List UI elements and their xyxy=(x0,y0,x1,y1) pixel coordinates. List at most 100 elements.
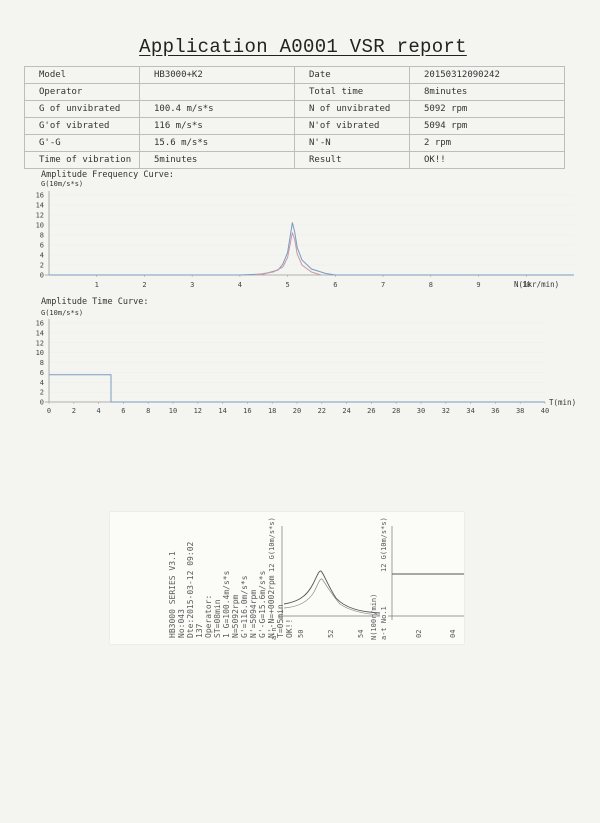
y-tick-label: 16 xyxy=(36,320,44,328)
info-value: 8minutes xyxy=(409,83,565,101)
x-tick-label: 2 xyxy=(142,281,146,289)
info-label: G of unvibrated xyxy=(24,100,140,118)
y-tick-label: 8 xyxy=(40,232,44,240)
freq-chart-title: Amplitude Frequency Curve: xyxy=(41,170,175,180)
y-tick-label: 14 xyxy=(36,329,44,337)
receipt-g1-ylabel: 12 G(10m/s*s) xyxy=(268,517,276,572)
receipt-g1-xlabel: N(100r/min) xyxy=(370,594,378,640)
y-tick-label: 10 xyxy=(36,349,44,357)
y-tick-label: 10 xyxy=(36,222,44,230)
receipt-g1-tick: 52 xyxy=(327,630,335,638)
y-tick-label: 2 xyxy=(40,262,44,270)
info-row: G of unvibrated 100.4 m/s*s N of unvibrate… xyxy=(24,100,565,118)
info-value: 20150312090242 xyxy=(409,66,565,84)
info-value: 15.6 m/s*s xyxy=(139,134,295,152)
y-tick-label: 14 xyxy=(36,202,44,210)
x-tick-label: 8 xyxy=(146,407,150,415)
x-tick-label: 6 xyxy=(121,407,125,415)
info-value: 5minutes xyxy=(139,151,295,169)
freq-chart-ylabel: G(10m/s*s) xyxy=(41,180,84,188)
x-tick-label: 4 xyxy=(96,407,100,415)
x-tick-label: 34 xyxy=(466,407,474,415)
info-label: Total time xyxy=(294,83,410,101)
info-value: HB3000+K2 xyxy=(139,66,295,84)
series-line xyxy=(49,374,545,403)
time-chart-title: Amplitude Time Curve: xyxy=(41,297,149,307)
x-tick-label: 18 xyxy=(268,407,276,415)
info-label: Operator xyxy=(24,83,140,101)
receipt-g1-tick: 54 xyxy=(357,630,365,638)
x-tick-label: 16 xyxy=(243,407,251,415)
x-tick-label: 14 xyxy=(218,407,226,415)
info-label: N'of vibrated xyxy=(294,117,410,135)
y-tick-label: 4 xyxy=(40,252,44,260)
info-label: N of unvibrated xyxy=(294,100,410,118)
x-tick-label: 28 xyxy=(392,407,400,415)
x-tick-label: 0 xyxy=(47,407,51,415)
receipt-curve xyxy=(283,570,381,614)
series-line xyxy=(49,222,574,276)
report-info-table: Model HB3000+K2 Date 20150312090242 Operator… xyxy=(24,66,565,169)
info-label: G'-G xyxy=(24,134,140,152)
printer-receipt: HB3000 SERIES V3.1 No:043 Dte:2015-03-12 0… xyxy=(110,512,464,644)
x-tick-label: 38 xyxy=(516,407,524,415)
y-tick-label: 12 xyxy=(36,339,44,347)
x-tick-label: 8 xyxy=(429,281,433,289)
x-tick-label: 3 xyxy=(190,281,194,289)
x-tick-label: 4 xyxy=(238,281,242,289)
x-tick-label: 1 xyxy=(95,281,99,289)
y-tick-label: 2 xyxy=(40,389,44,397)
x-tick-label: 7 xyxy=(381,281,385,289)
receipt-g2-tick: 02 xyxy=(415,630,423,638)
x-tick-label: 20 xyxy=(293,407,301,415)
x-tick-label: 32 xyxy=(442,407,450,415)
receipt-curve xyxy=(283,578,381,616)
series-line xyxy=(254,232,322,276)
info-row: Time of vibration 5minutes Result OK!! xyxy=(24,151,565,169)
x-tick-label: 40 xyxy=(541,407,549,415)
info-label: N'-N xyxy=(294,134,410,152)
y-tick-label: 12 xyxy=(36,212,44,220)
info-label: Date xyxy=(294,66,410,84)
freq-chart-xlabel: N(1kr/min) xyxy=(514,280,560,289)
receipt-g2-label: a-t No.1 xyxy=(380,606,388,640)
x-tick-label: 22 xyxy=(318,407,326,415)
info-value: OK!! xyxy=(409,151,565,169)
info-value: 5094 rpm xyxy=(409,117,565,135)
receipt-g1-tick: 50 xyxy=(297,630,305,638)
time-chart-xlabel: T(min) xyxy=(549,398,577,407)
y-tick-label: 16 xyxy=(36,192,44,200)
y-tick-label: 4 xyxy=(40,379,44,387)
info-value: 116 m/s*s xyxy=(139,117,295,135)
receipt-g1-an: a-n xyxy=(270,627,278,640)
y-tick-label: 0 xyxy=(40,399,44,407)
info-label: Result xyxy=(294,151,410,169)
x-tick-label: 5 xyxy=(286,281,290,289)
y-tick-label: 8 xyxy=(40,359,44,367)
x-tick-label: 24 xyxy=(342,407,350,415)
info-row: Model HB3000+K2 Date 20150312090242 xyxy=(24,66,565,84)
report-title: Application A0001 VSR report xyxy=(139,36,467,58)
time-chart-ylabel: G(10m/s*s) xyxy=(41,309,84,317)
x-tick-label: 9 xyxy=(476,281,480,289)
x-tick-label: 2 xyxy=(72,407,76,415)
x-tick-label: 30 xyxy=(417,407,425,415)
info-row: G'of vibrated 116 m/s*s N'of vibrated 5094 … xyxy=(24,117,565,135)
info-value: 5092 rpm xyxy=(409,100,565,118)
x-tick-label: 36 xyxy=(491,407,499,415)
y-tick-label: 0 xyxy=(40,272,44,280)
x-tick-label: 12 xyxy=(194,407,202,415)
info-value: 100.4 m/s*s xyxy=(139,100,295,118)
receipt-g2-ylabel: 12 G(10m/s*s) xyxy=(380,517,388,572)
x-tick-label: 26 xyxy=(367,407,375,415)
x-tick-label: 10 xyxy=(169,407,177,415)
receipt-graphs: 12 G(10m/s*s) a-n N(100r/min) 50 52 54 12 G(1… xyxy=(268,517,464,640)
info-row: Operator Total time 8minutes xyxy=(24,83,565,101)
info-value: 2 rpm xyxy=(409,134,565,152)
y-tick-label: 6 xyxy=(40,242,44,250)
info-label: Time of vibration xyxy=(24,151,140,169)
x-tick-label: 6 xyxy=(333,281,337,289)
info-label: Model xyxy=(24,66,140,84)
y-tick-label: 6 xyxy=(40,369,44,377)
receipt-g2-tick: 04 xyxy=(449,630,457,638)
